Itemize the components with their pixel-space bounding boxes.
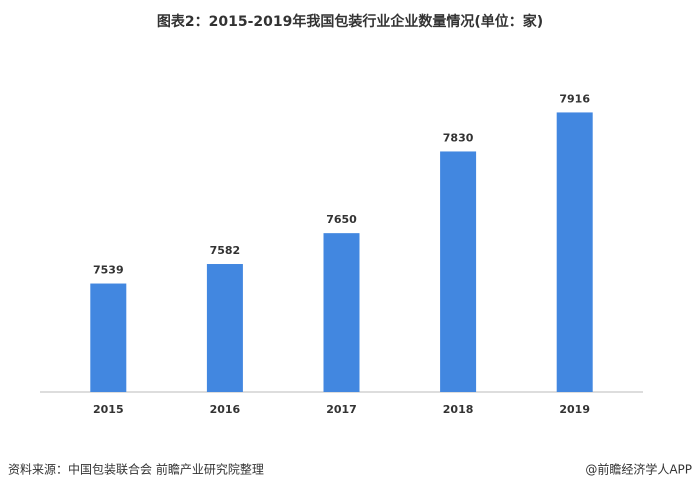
value-label: 7830 bbox=[443, 131, 474, 144]
x-tick-label: 2015 bbox=[93, 403, 124, 416]
bar bbox=[323, 233, 360, 392]
value-label: 7582 bbox=[210, 244, 241, 257]
x-tick-label: 2016 bbox=[210, 403, 241, 416]
bar bbox=[206, 264, 243, 392]
x-tick-label: 2019 bbox=[559, 403, 590, 416]
value-label: 7539 bbox=[93, 264, 124, 277]
bar bbox=[440, 151, 477, 392]
value-label: 7916 bbox=[559, 92, 590, 105]
bar bbox=[556, 112, 593, 392]
credit: @前瞻经济学人APP bbox=[585, 462, 692, 477]
source: 资料来源：中国包装联合会 前瞻产业研究院整理 bbox=[8, 462, 264, 477]
x-tick-label: 2018 bbox=[443, 403, 474, 416]
chart-title: 图表2：2015-2019年我国包装行业企业数量情况(单位：家) bbox=[157, 13, 543, 30]
value-label: 7650 bbox=[326, 213, 357, 226]
bar bbox=[90, 283, 127, 392]
x-tick-label: 2017 bbox=[326, 403, 357, 416]
